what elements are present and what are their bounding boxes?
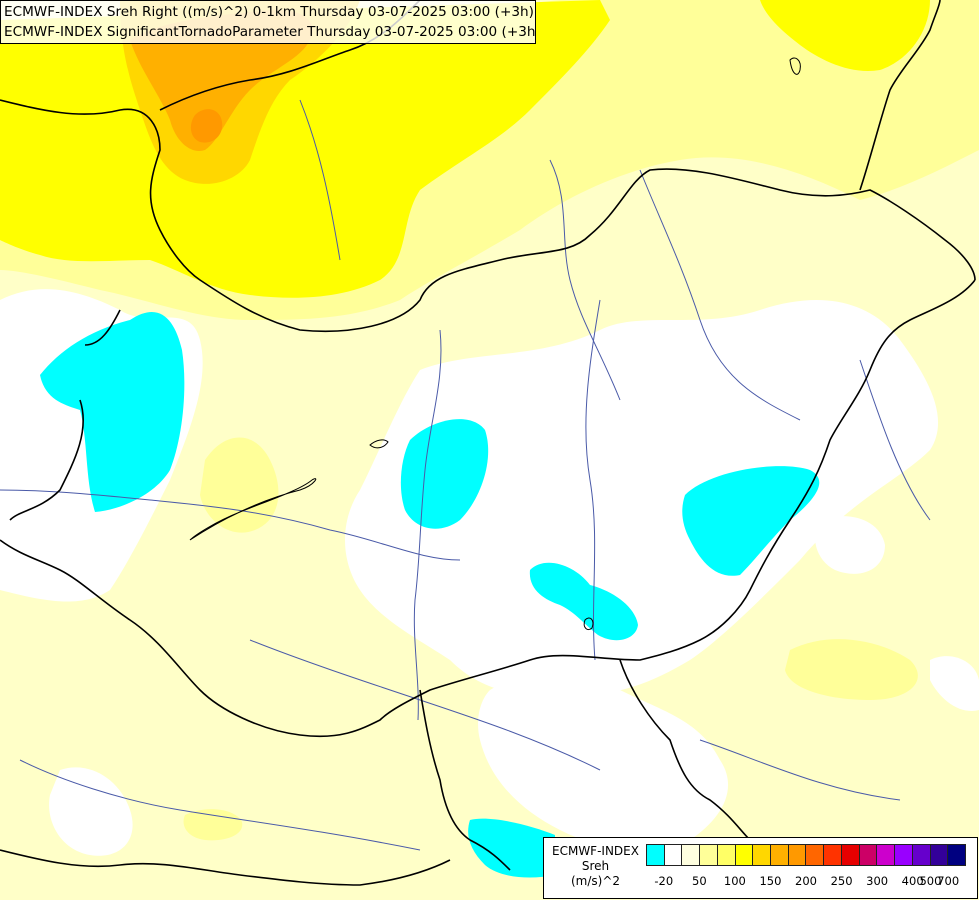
legend-swatch xyxy=(771,844,789,866)
legend-tick-label: 200 xyxy=(795,874,817,888)
legend-swatch xyxy=(806,844,825,866)
legend-tick-label: 100 xyxy=(723,874,746,888)
lakes xyxy=(189,57,801,631)
legend-swatch xyxy=(682,844,701,866)
very-high-value-areas xyxy=(120,0,360,184)
legend-title-unit: (m/s)^2 xyxy=(570,874,621,888)
legend-swatch xyxy=(948,844,966,866)
legend-swatch xyxy=(824,844,842,866)
legend-title: ECMWF-INDEX Sreh (m/s)^2 xyxy=(548,844,643,889)
legend-tick-label: 250 xyxy=(830,874,853,888)
map-title-line-sreh: ECMWF-INDEX Sreh Right ((m/s)^2) 0-1km T… xyxy=(4,4,534,20)
legend-swatch xyxy=(895,844,913,866)
legend-swatch xyxy=(717,844,736,866)
legend-tick-label: 50 xyxy=(692,874,707,888)
legend-tick-label: 300 xyxy=(866,874,889,888)
legend-swatch xyxy=(859,844,878,866)
legend-tick-label: 700 xyxy=(937,874,960,888)
legend-swatch xyxy=(700,844,718,866)
negative-value-areas xyxy=(40,311,820,878)
legend-swatch xyxy=(877,844,896,866)
legend-title-model: ECMWF-INDEX xyxy=(552,844,639,858)
map-title-box: ECMWF-INDEX Sreh Right ((m/s)^2) 0-1km T… xyxy=(0,0,536,44)
legend-title-parameter: Sreh xyxy=(581,859,610,873)
legend-swatch xyxy=(841,844,860,866)
legend-tick-label: 400 xyxy=(901,874,924,888)
legend-swatch xyxy=(912,844,931,866)
map-title-line-stp: ECMWF-INDEX SignificantTornadoParameter … xyxy=(4,24,536,40)
legend-swatch xyxy=(753,844,772,866)
legend-tick-label: 500 xyxy=(919,874,942,888)
legend-tick-labels: -20 50 100 150 200 250 300 400 500 700 xyxy=(646,874,966,890)
legend-tick-label: 150 xyxy=(759,874,782,888)
legend-swatch xyxy=(788,844,807,866)
color-legend: ECMWF-INDEX Sreh (m/s)^2 -20 50 100 150 200 2… xyxy=(543,837,978,899)
rivers xyxy=(0,99,931,851)
legend-swatch xyxy=(664,844,683,866)
legend-tick-label: -20 xyxy=(654,874,674,888)
legend-swatch xyxy=(646,844,665,866)
legend-swatch xyxy=(735,844,754,866)
legend-swatches xyxy=(646,844,966,866)
legend-swatch xyxy=(930,844,949,866)
